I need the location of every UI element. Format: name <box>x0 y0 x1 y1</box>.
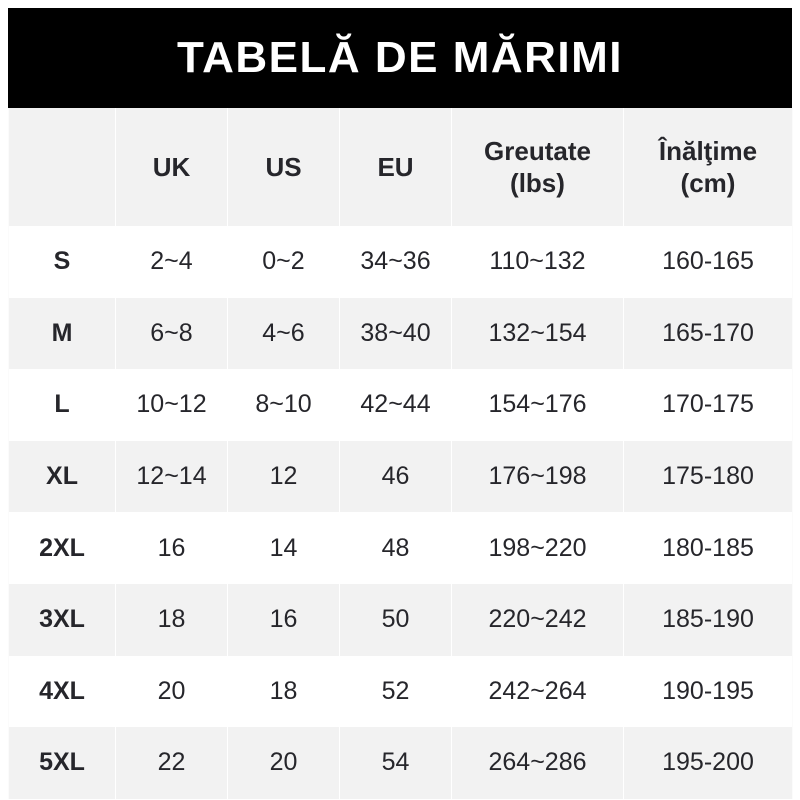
table-row: 4XL 20 18 52 242~264 190-195 <box>8 655 793 728</box>
cell-us: 12 <box>227 440 340 513</box>
column-header-height-label: Înălţime <box>658 135 758 166</box>
cell-size: S <box>8 226 116 298</box>
cell-us: 18 <box>227 655 340 728</box>
cell-us: 0~2 <box>227 226 340 298</box>
cell-eu: 38~40 <box>339 297 452 370</box>
table-row: 3XL 18 16 50 220~242 185-190 <box>8 583 793 656</box>
cell-us: 8~10 <box>227 369 340 441</box>
title-bar: TABELĂ DE MĂRIMI <box>8 8 792 108</box>
cell-size: 4XL <box>8 655 116 728</box>
column-header-height: Înălţime (cm) <box>623 108 793 226</box>
cell-uk: 18 <box>115 583 228 656</box>
cell-uk: 22 <box>115 727 228 799</box>
column-header-height-unit: (cm) <box>680 168 736 198</box>
cell-eu: 50 <box>339 583 452 656</box>
cell-us: 14 <box>227 512 340 584</box>
cell-weight: 176~198 <box>451 440 624 513</box>
cell-eu: 54 <box>339 727 452 799</box>
cell-height: 190-195 <box>623 655 793 728</box>
cell-us: 4~6 <box>227 297 340 370</box>
column-header-weight-unit: (lbs) <box>510 168 565 198</box>
cell-height: 175-180 <box>623 440 793 513</box>
table-row: M 6~8 4~6 38~40 132~154 165-170 <box>8 297 793 370</box>
cell-uk: 16 <box>115 512 228 584</box>
column-header-weight: Greutate (lbs) <box>451 108 624 226</box>
column-header-us: US <box>227 108 340 226</box>
cell-weight: 198~220 <box>451 512 624 584</box>
cell-eu: 48 <box>339 512 452 584</box>
cell-eu: 42~44 <box>339 369 452 441</box>
cell-height: 160-165 <box>623 226 793 298</box>
cell-height: 185-190 <box>623 583 793 656</box>
cell-us: 16 <box>227 583 340 656</box>
column-header-uk: UK <box>115 108 228 226</box>
cell-eu: 52 <box>339 655 452 728</box>
cell-height: 165-170 <box>623 297 793 370</box>
cell-weight: 132~154 <box>451 297 624 370</box>
table-row: 5XL 22 20 54 264~286 195-200 <box>8 727 793 799</box>
cell-height: 170-175 <box>623 369 793 441</box>
cell-size: M <box>8 297 116 370</box>
table-row: 2XL 16 14 48 198~220 180-185 <box>8 512 793 584</box>
cell-uk: 6~8 <box>115 297 228 370</box>
cell-us: 20 <box>227 727 340 799</box>
cell-eu: 46 <box>339 440 452 513</box>
cell-size: 2XL <box>8 512 116 584</box>
cell-height: 180-185 <box>623 512 793 584</box>
cell-eu: 34~36 <box>339 226 452 298</box>
cell-weight: 154~176 <box>451 369 624 441</box>
column-header-weight-label: Greutate <box>484 135 591 166</box>
size-table: UK US EU Greutate (lbs) Înălţime (cm) S … <box>8 108 793 799</box>
cell-size: L <box>8 369 116 441</box>
cell-size: XL <box>8 440 116 513</box>
table-header-row: UK US EU Greutate (lbs) Înălţime (cm) <box>8 108 793 226</box>
cell-weight: 264~286 <box>451 727 624 799</box>
table-row: L 10~12 8~10 42~44 154~176 170-175 <box>8 369 793 441</box>
column-header-size <box>8 108 116 226</box>
cell-uk: 20 <box>115 655 228 728</box>
cell-size: 3XL <box>8 583 116 656</box>
cell-weight: 220~242 <box>451 583 624 656</box>
cell-uk: 10~12 <box>115 369 228 441</box>
cell-size: 5XL <box>8 727 116 799</box>
cell-weight: 110~132 <box>451 226 624 298</box>
page-title: TABELĂ DE MĂRIMI <box>176 33 624 82</box>
table-row: XL 12~14 12 46 176~198 175-180 <box>8 440 793 513</box>
cell-height: 195-200 <box>623 727 793 799</box>
column-header-eu: EU <box>339 108 452 226</box>
cell-uk: 2~4 <box>115 226 228 298</box>
cell-weight: 242~264 <box>451 655 624 728</box>
table-row: S 2~4 0~2 34~36 110~132 160-165 <box>8 226 793 298</box>
cell-uk: 12~14 <box>115 440 228 513</box>
